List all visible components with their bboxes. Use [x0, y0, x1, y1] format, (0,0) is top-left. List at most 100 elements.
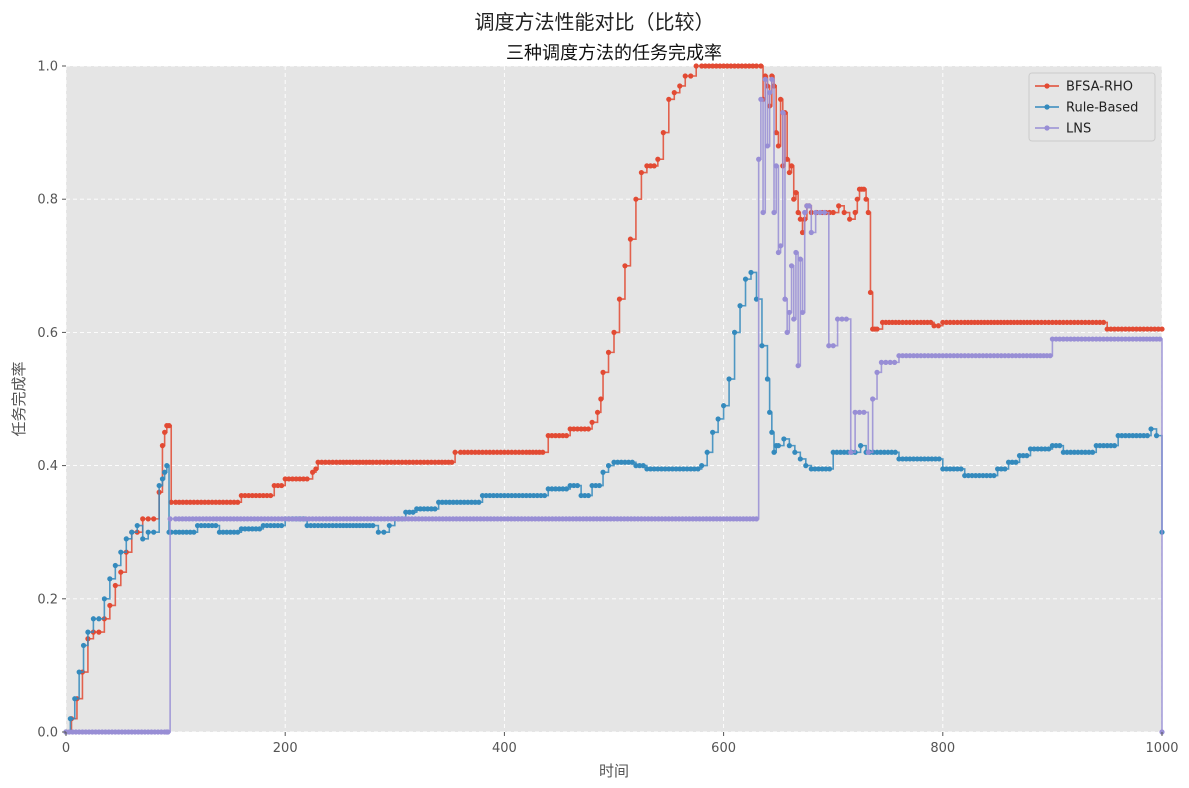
data-point — [534, 492, 540, 499]
data-point — [319, 459, 325, 465]
data-point — [900, 456, 906, 462]
data-point — [834, 316, 841, 322]
data-point — [406, 459, 413, 465]
data-point — [487, 492, 493, 499]
data-point — [159, 443, 166, 449]
data-point — [721, 403, 727, 409]
data-point — [626, 459, 632, 465]
data-point — [647, 466, 654, 472]
data-point — [264, 492, 270, 499]
data-point — [943, 319, 950, 326]
data-point — [585, 492, 592, 499]
data-point — [998, 353, 1004, 359]
data-point — [275, 482, 281, 489]
data-point — [1002, 466, 1008, 472]
data-point — [658, 466, 665, 472]
data-point — [636, 463, 643, 469]
data-point — [450, 499, 456, 505]
data-point — [96, 629, 102, 635]
data-point — [629, 459, 635, 465]
data-point — [834, 449, 840, 455]
data-point — [713, 63, 719, 69]
data-point — [936, 456, 942, 462]
data-point — [439, 499, 445, 505]
data-point — [1093, 443, 1099, 449]
data-point — [231, 499, 237, 505]
data-point — [479, 492, 486, 499]
data-point — [330, 522, 336, 529]
data-point — [802, 209, 808, 216]
data-point — [249, 526, 255, 532]
data-point — [784, 329, 790, 335]
data-point — [1060, 336, 1066, 342]
data-point — [1089, 336, 1096, 342]
data-point — [1071, 319, 1077, 326]
data-point — [928, 319, 934, 326]
data-point — [947, 466, 953, 472]
data-point — [381, 529, 387, 535]
data-point — [640, 463, 646, 469]
data-point — [721, 63, 727, 69]
data-point — [560, 433, 566, 439]
figure-title: 调度方法性能对比（比较） — [474, 10, 715, 34]
data-point — [395, 459, 402, 465]
data-point — [505, 492, 511, 499]
y-tick-label: 0.0 — [37, 726, 58, 741]
data-point — [677, 83, 683, 89]
data-point — [319, 522, 325, 529]
data-point — [600, 369, 606, 375]
data-point — [1046, 319, 1052, 326]
x-tick-label: 600 — [711, 741, 736, 756]
data-point — [889, 449, 895, 455]
data-point — [194, 522, 201, 529]
data-point — [151, 516, 157, 522]
data-point — [856, 409, 863, 415]
data-point — [1042, 319, 1048, 326]
data-point — [932, 353, 939, 359]
data-point — [746, 63, 752, 69]
data-point — [498, 449, 504, 455]
data-point — [666, 466, 672, 472]
data-point — [1053, 319, 1059, 326]
data-point — [567, 482, 573, 489]
data-point — [786, 443, 792, 449]
data-point — [691, 466, 697, 472]
data-point — [227, 529, 233, 535]
data-point — [1047, 353, 1053, 359]
data-point — [1031, 446, 1037, 452]
data-point — [943, 466, 950, 472]
data-point — [267, 522, 274, 529]
legend-label: LNS — [1066, 122, 1091, 137]
data-point — [454, 499, 460, 505]
data-point — [771, 449, 777, 455]
data-point — [1133, 336, 1140, 342]
data-point — [616, 296, 623, 302]
data-point — [767, 90, 773, 96]
data-point — [512, 449, 518, 455]
data-point — [803, 463, 809, 469]
data-point — [900, 353, 906, 359]
data-point — [791, 196, 797, 202]
data-point — [275, 522, 281, 529]
data-point — [903, 353, 909, 359]
data-point — [72, 696, 78, 702]
data-point — [742, 276, 749, 282]
data-point — [1100, 336, 1107, 342]
x-tick-label: 1000 — [1145, 741, 1178, 756]
data-point — [861, 409, 867, 415]
data-point — [717, 63, 723, 69]
data-point — [375, 529, 381, 535]
data-point — [600, 469, 606, 475]
data-point — [1071, 449, 1077, 455]
data-point — [931, 323, 937, 329]
data-point — [498, 492, 504, 499]
data-point — [176, 499, 182, 505]
data-point — [865, 209, 871, 216]
data-point — [567, 426, 573, 432]
data-point — [1020, 353, 1026, 359]
data-point — [947, 319, 953, 326]
data-point — [593, 482, 599, 489]
data-point — [476, 499, 482, 505]
data-point — [180, 529, 186, 535]
data-point — [549, 486, 555, 492]
